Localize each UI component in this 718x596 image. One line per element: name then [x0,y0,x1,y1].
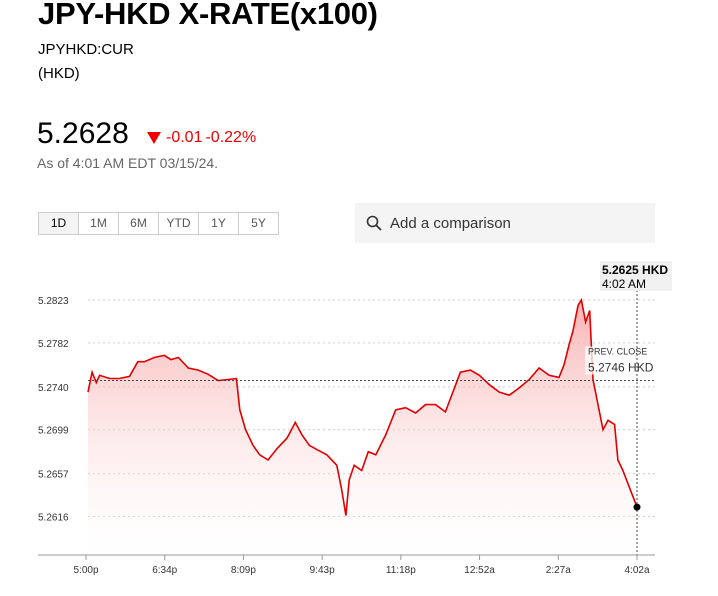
prev-close-label: PREV. CLOSE [588,347,647,357]
x-tick-label: 6:34p [152,565,177,576]
tooltip-time: 4:02 AM [602,277,646,291]
as-of-timestamp: As of 4:01 AM EDT 03/15/24. [37,155,219,171]
price-area [88,300,637,555]
price-change: -0.01 -0.22% [147,129,256,147]
search-icon [366,215,382,231]
tooltip-value: 5.2625 HKD [602,263,668,277]
y-tick-label: 5.2616 [38,513,69,524]
tab-5y[interactable]: 5Y [251,216,266,230]
x-tick-label: 8:09p [231,565,256,576]
tab-6m[interactable]: 6M [119,213,159,234]
prev-close-value: 5.2746 HKD [588,361,654,375]
comparison-search[interactable] [355,203,655,243]
page-title: JPY-HKD X-RATE(x100) [38,0,378,31]
comparison-search-input[interactable] [388,213,642,233]
down-arrow-icon [147,132,161,144]
y-tick-label: 5.2740 [38,383,69,394]
x-tick-label: 12:52a [464,565,495,576]
current-price: 5.2628 [37,117,129,150]
currency-label: (HKD) [38,65,80,82]
x-tick-label: 2:27a [546,565,571,576]
y-tick-label: 5.2699 [38,426,69,437]
last-point-marker [633,503,641,511]
price-line [87,297,638,516]
change-percent: -0.22% [205,129,257,146]
time-range-tabs: 1D 1M 6M YTD 1Y 5Y [38,212,279,235]
tab-1d[interactable]: 1D [39,213,79,234]
x-tick-label: 4:02a [624,565,649,576]
y-tick-label: 5.2657 [38,470,69,481]
y-tick-label: 5.2823 [38,296,69,307]
x-tick-label: 5:00p [73,565,98,576]
y-tick-label: 5.2782 [38,339,69,350]
x-tick-label: 11:18p [386,565,416,576]
change-value: -0.01 [166,129,203,146]
tab-1y[interactable]: 1Y [199,213,239,234]
tab-ytd[interactable]: YTD [159,213,199,234]
tab-1m[interactable]: 1M [79,213,119,234]
x-tick-label: 9:43p [310,565,335,576]
ticker-symbol: JPYHKD:CUR [38,41,134,58]
price-chart: PREV. CLOSE 5.2746 HKD 5.2625 HKD 4:02 A… [38,261,672,576]
